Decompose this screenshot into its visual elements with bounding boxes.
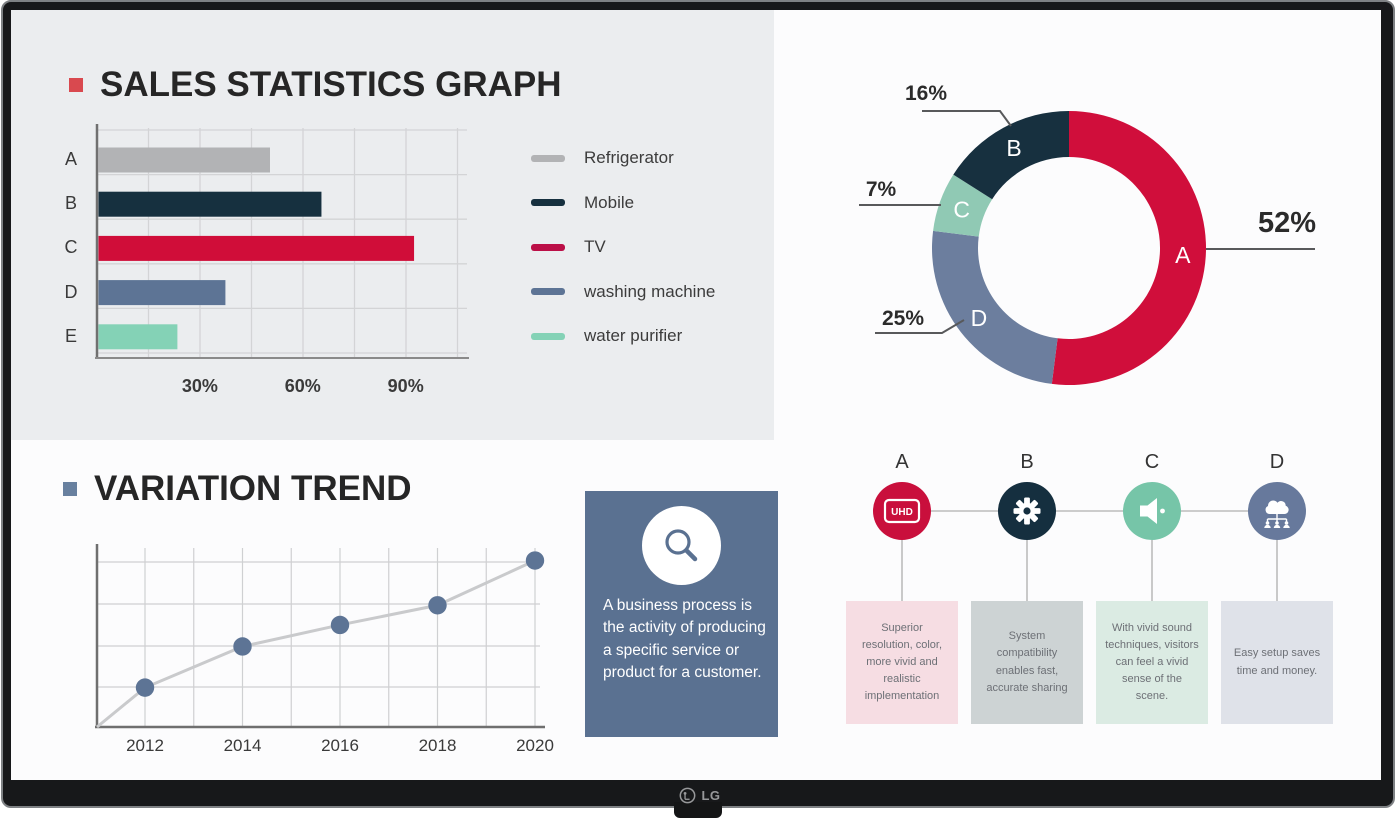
bar-axis-tick: 30% (181, 376, 218, 396)
feature-stub-c (1151, 540, 1153, 601)
legend-label: Mobile (584, 192, 635, 212)
share-donut-chart: A D C B (931, 111, 1206, 385)
svg-text:B: B (1006, 135, 1021, 161)
trend-title-row: VARIATION TREND (63, 468, 412, 510)
feature-letter-c: C (1144, 451, 1160, 473)
donut-callout-b: 16% (904, 82, 948, 105)
bar-axis-tick: 60% (284, 376, 321, 396)
feature-box-d: Easy setup saves time and money. (1221, 601, 1333, 724)
legend-label: TV (584, 237, 606, 257)
trend-year-label: 2018 (418, 736, 457, 755)
feature-letter-d: D (1269, 451, 1285, 473)
gear-icon (998, 482, 1056, 540)
bar-category-label: D (64, 281, 78, 302)
trend-title: VARIATION TREND (94, 469, 412, 508)
tv-stand-tab (674, 802, 722, 818)
donut-callout-d: 25% (881, 307, 925, 330)
feature-box-a: Superior resolution, color, more vivid a… (846, 601, 958, 724)
trend-year-label: 2012 (126, 736, 164, 755)
feature-stub-d (1276, 540, 1278, 601)
bar-chart-legend: Refrigerator Mobile TV washing machine water… (531, 146, 766, 371)
feature-letter-a: A (895, 451, 909, 473)
legend-label: Refrigerator (584, 148, 674, 167)
legend-swatch-icon (531, 154, 565, 162)
feature-stub-a (901, 540, 903, 601)
feature-stub-b (1026, 540, 1028, 601)
magnifier-icon (642, 506, 721, 585)
feature-letter-b: B (1020, 451, 1034, 473)
legend-swatch-icon (531, 288, 565, 296)
legend-label: water purifier (584, 326, 683, 346)
trend-year-label: 2016 (321, 736, 359, 755)
feature-box-b: System compatibility enables fast, accur… (971, 601, 1083, 724)
legend-swatch-icon (531, 243, 565, 251)
bar-category-label: E (64, 325, 77, 346)
trend-year-label: 2014 (223, 736, 262, 755)
feature-column-a: A UHD Superior resolution, color, more v… (846, 451, 958, 724)
legend-item: washing machine (531, 281, 716, 301)
bar-axis-tick: 90% (387, 376, 424, 396)
feature-column-d: D Easy setup saves time and money. (1221, 451, 1333, 724)
donut-callout-a: 52% (1257, 207, 1317, 239)
speaker-icon (1123, 482, 1181, 540)
business-process-text: A business process is the activity of pr… (603, 597, 766, 681)
legend-item: water purifier (531, 326, 683, 346)
sales-title: SALES STATISTICS GRAPH (100, 65, 562, 104)
svg-text:C: C (953, 196, 970, 222)
bar-category-label: B (64, 193, 77, 214)
feature-connector-line (902, 510, 1277, 512)
lg-emblem-icon (680, 787, 696, 803)
sales-section-background (11, 10, 774, 440)
sales-title-row: SALES STATISTICS GRAPH (69, 64, 562, 106)
bar-category-label: C (64, 237, 78, 258)
legend-item: Mobile (531, 192, 635, 212)
legend-swatch-icon (531, 332, 565, 340)
uhd-icon-text: UHD (891, 507, 913, 518)
legend-swatch-icon (531, 199, 565, 207)
tv-screen: SALES STATISTICS GRAPH A B C D E 30% 60% 90% R… (11, 10, 1381, 780)
sales-title-bullet-icon (69, 78, 83, 92)
svg-text:A: A (1175, 242, 1191, 268)
trend-year-label: 2020 (516, 736, 554, 755)
business-process-card: A business process is the activity of pr… (585, 491, 778, 737)
lg-logo-text: LG (701, 787, 721, 803)
uhd-icon: UHD (873, 482, 931, 540)
lg-logo: LG (650, 786, 750, 804)
trend-title-bullet-icon (63, 482, 77, 496)
svg-text:D: D (971, 305, 988, 331)
cloud-network-icon (1248, 482, 1306, 540)
feature-column-b: B System compatibility enables fast, acc… (971, 451, 1083, 724)
legend-item: Refrigerator (531, 148, 674, 167)
feature-box-c: With vivid sound techniques, visitors ca… (1096, 601, 1208, 724)
legend-label: washing machine (584, 281, 716, 301)
legend-item: TV (531, 237, 606, 257)
bar-category-label: A (64, 149, 77, 169)
feature-column-c: C With vivid sound techniques, visitors … (1096, 451, 1208, 724)
donut-callout-c: 7% (865, 178, 897, 201)
